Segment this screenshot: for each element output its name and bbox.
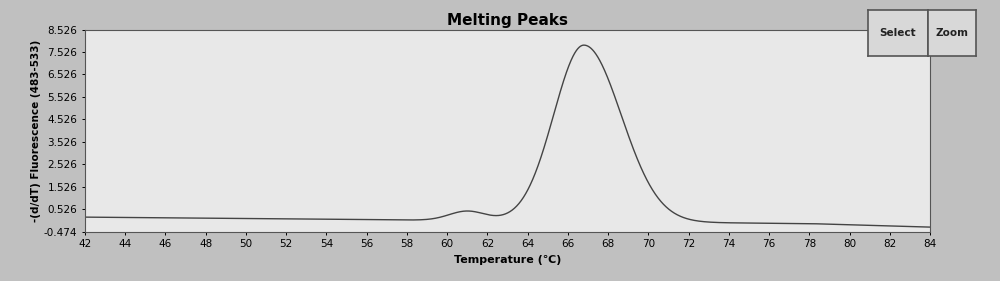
X-axis label: Temperature (℃): Temperature (℃) bbox=[454, 255, 561, 265]
Title: Melting Peaks: Melting Peaks bbox=[447, 13, 568, 28]
Text: Zoom: Zoom bbox=[936, 28, 968, 38]
Text: Select: Select bbox=[880, 28, 916, 38]
Y-axis label: -(d/dT) Fluorescence (483-533): -(d/dT) Fluorescence (483-533) bbox=[31, 40, 41, 222]
